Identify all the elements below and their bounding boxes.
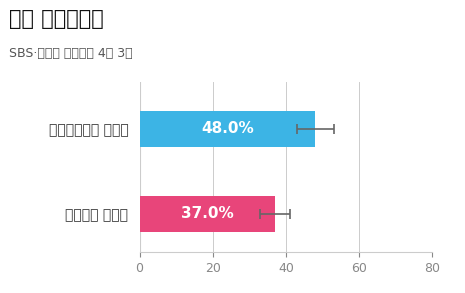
Text: 37.0%: 37.0% (181, 206, 233, 221)
Text: 48.0%: 48.0% (201, 121, 254, 136)
Text: 서울 중구성동갑: 서울 중구성동갑 (9, 9, 104, 29)
Text: SBS·입소스 주식회사 4월 3일: SBS·입소스 주식회사 4월 3일 (9, 47, 133, 60)
Bar (140, 196, 275, 231)
Bar (140, 111, 315, 146)
